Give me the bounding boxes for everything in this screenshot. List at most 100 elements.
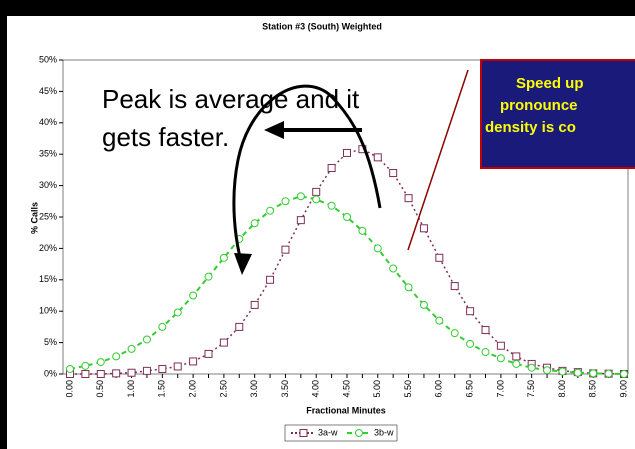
marker [250, 219, 259, 228]
callout-text: pronounce [500, 97, 578, 114]
legend-marker [355, 429, 363, 437]
x-tick-label: 2.50 [218, 380, 228, 398]
legend-box [284, 424, 398, 442]
marker [281, 197, 290, 206]
x-tick-label: 3.50 [280, 380, 290, 398]
marker [435, 316, 444, 325]
marker [173, 362, 182, 371]
marker [204, 349, 213, 358]
marker [419, 300, 428, 309]
marker [266, 206, 275, 215]
y-tick-label: 50% [39, 54, 57, 64]
callout-text: density is co [485, 119, 576, 136]
x-tick-label: 8.50 [588, 380, 598, 398]
marker [312, 195, 321, 204]
marker [389, 264, 398, 273]
x-tick-label: 5.50 [403, 380, 413, 398]
marker [327, 164, 336, 173]
x-tick-label: 8.00 [557, 380, 567, 398]
marker [219, 338, 228, 347]
marker [404, 283, 413, 292]
marker [435, 253, 444, 262]
x-tick-label: 1.00 [126, 380, 136, 398]
x-tick-label: 0.50 [95, 380, 105, 398]
marker [373, 244, 382, 253]
marker [404, 194, 413, 203]
marker [266, 275, 275, 284]
marker [496, 354, 505, 363]
marker [158, 322, 167, 331]
marker [173, 308, 182, 317]
chart-title: Station #3 (South) Weighted [262, 21, 382, 31]
marker [419, 224, 428, 233]
marker [296, 216, 305, 225]
x-tick-label: 9.00 [618, 380, 628, 398]
legend-label: 3a-w [318, 427, 338, 437]
pointer-line [407, 69, 469, 251]
marker [481, 326, 490, 335]
marker [327, 201, 336, 210]
y-tick-label: 45% [39, 86, 57, 96]
marker [142, 366, 151, 375]
y-tick-label: 35% [39, 149, 57, 159]
callout-box [480, 59, 635, 169]
marker [466, 307, 475, 316]
x-tick-label: 4.50 [341, 380, 351, 398]
marker [450, 329, 459, 338]
marker [96, 370, 105, 378]
marker [235, 322, 244, 331]
marker [527, 363, 536, 372]
marker [281, 245, 290, 254]
marker [204, 272, 213, 281]
marker [158, 364, 167, 373]
marker [589, 369, 598, 378]
x-tick-label: 6.50 [464, 380, 474, 398]
y-tick-label: 5% [44, 337, 57, 347]
marker [312, 187, 321, 196]
plot: 0% 5% 10% 15% 20% 25% 30% 35% 40% 45% 50% 0.00 0.50 1… [39, 54, 628, 442]
marker [189, 357, 198, 366]
annotation: gets faster. [102, 122, 229, 152]
x-tick-label: 0.00 [64, 380, 74, 398]
marker [112, 369, 121, 378]
marker [373, 153, 382, 162]
marker [496, 341, 505, 350]
arrow [232, 84, 382, 266]
x-tick-label: 2.00 [187, 380, 197, 398]
marker [512, 352, 521, 361]
x-tick-label: 6.00 [434, 380, 444, 398]
y-tick-label: 10% [39, 306, 57, 316]
x-tick-label: 3.00 [249, 380, 259, 398]
marker [296, 192, 305, 201]
callout-text: Speed up [516, 75, 584, 92]
marker [481, 348, 490, 357]
marker [343, 213, 351, 221]
marker [512, 359, 521, 368]
arrowhead [264, 121, 284, 139]
y-tick-label: 0% [44, 368, 57, 378]
marker [358, 226, 367, 235]
marker [573, 368, 582, 377]
marker [604, 369, 613, 378]
marker [466, 339, 475, 348]
y-tick-label: 40% [39, 117, 57, 127]
x-tick-label: 7.00 [495, 380, 505, 398]
marker [389, 169, 398, 178]
marker [142, 335, 151, 344]
y-axis-label: % Calls [29, 202, 39, 234]
marker [558, 367, 567, 376]
y-tick-label: 20% [39, 243, 57, 253]
x-axis-label: Fractional Minutes [306, 405, 386, 415]
x-tick-label: 4.00 [311, 380, 321, 398]
marker [219, 253, 228, 262]
marker [543, 366, 552, 375]
marker [450, 282, 459, 291]
marker [343, 148, 351, 157]
marker [66, 364, 74, 373]
legend-label: 3b-w [374, 427, 394, 437]
marker [81, 370, 90, 378]
marker [189, 291, 198, 300]
legend-marker [299, 429, 308, 437]
marker [620, 370, 628, 378]
